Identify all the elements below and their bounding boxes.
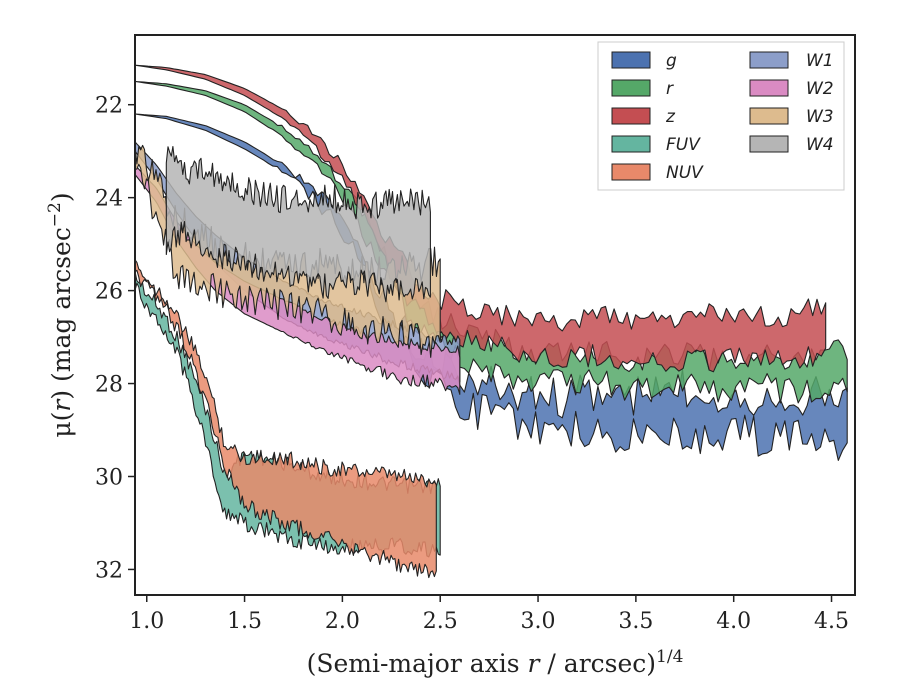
y-tick-label: 26 [95, 280, 123, 305]
legend-label-z: z [665, 107, 676, 127]
legend-label-W1: W1 [806, 51, 834, 71]
legend-label-W3: W3 [806, 107, 834, 127]
legend-label-g: g [666, 51, 677, 71]
y-tick-label: 22 [95, 94, 123, 119]
x-tick-label: 4.5 [814, 609, 849, 634]
legend-swatch-r [611, 79, 651, 97]
y-tick-label: 32 [95, 558, 123, 583]
legend-swatch-NUV [611, 163, 651, 181]
series-band-W3 [135, 144, 441, 358]
x-tick-label: 2.0 [325, 609, 360, 634]
x-tick-label: 1.5 [227, 609, 262, 634]
legend-swatch-W1 [749, 51, 789, 69]
legend-label-NUV: NUV [666, 163, 704, 183]
legend-label-W2: W2 [806, 79, 834, 99]
y-axis: 22 24 26 28 30 32 [95, 94, 135, 583]
x-tick-label: 4.0 [716, 609, 751, 634]
legend-swatch-z [611, 107, 651, 125]
x-tick-label: 1.0 [129, 609, 164, 634]
legend-swatch-W2 [749, 79, 789, 97]
legend-label-r: r [666, 79, 674, 99]
y-axis-label: μ(r) (mag arcsec−2) [45, 192, 76, 437]
x-axis: 1.0 1.5 2.0 2.5 3.0 3.5 4.0 4.5 [129, 595, 849, 634]
x-tick-label: 3.5 [618, 609, 653, 634]
legend-swatch-FUV [611, 135, 651, 153]
legend-label-FUV: FUV [666, 135, 701, 155]
legend-swatch-g [611, 51, 651, 69]
series-layer [135, 64, 848, 579]
x-tick-label: 2.5 [423, 609, 458, 634]
y-tick-label: 28 [95, 373, 123, 398]
legend: grz FUV NUV W1 W2 W3 W4 [597, 41, 845, 191]
x-axis-label: (Semi-major axis r / arcsec)1/4 [307, 647, 684, 678]
x-tick-label: 3.0 [521, 609, 556, 634]
plot-frame [134, 34, 856, 596]
legend-label-W4: W4 [806, 135, 834, 155]
y-tick-label: 30 [95, 465, 123, 490]
series-band-NUV [135, 259, 437, 579]
series-band-W4 [165, 145, 431, 303]
y-tick-label: 24 [95, 187, 123, 212]
legend-swatch-W3 [749, 107, 789, 125]
legend-swatch-W4 [749, 135, 789, 153]
